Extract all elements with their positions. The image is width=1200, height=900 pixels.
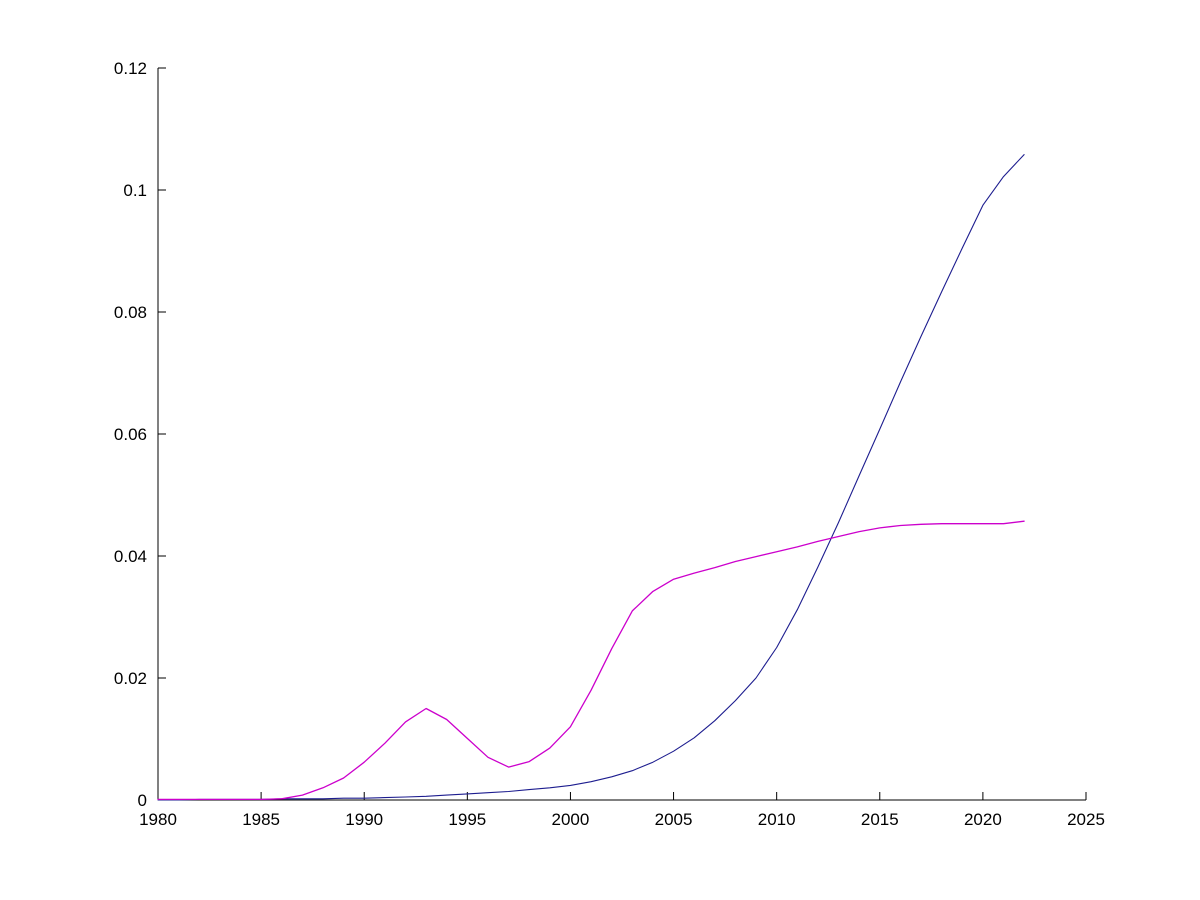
x-tick-label: 2025 [1067, 810, 1105, 829]
x-tick-label: 1995 [448, 810, 486, 829]
x-tick-label: 2015 [861, 810, 899, 829]
y-tick-label: 0.06 [114, 425, 147, 444]
y-tick-label: 0.02 [114, 669, 147, 688]
series-layer [157, 154, 1025, 801]
y-tick-label: 0.1 [123, 181, 147, 200]
x-tick-label: 1980 [139, 810, 177, 829]
x-tick-label: 1990 [345, 810, 383, 829]
x-tick-label: 2010 [758, 810, 796, 829]
y-tick-label: 0.08 [114, 303, 147, 322]
y-tick-label: 0.04 [114, 547, 147, 566]
y-tick-label: 0.12 [114, 59, 147, 78]
series-line-magenta-bump-plateau [157, 520, 1025, 801]
x-tick-label: 2005 [655, 810, 693, 829]
x-tick-label: 1985 [242, 810, 280, 829]
x-tick-label: 2000 [552, 810, 590, 829]
axes-layer [157, 67, 1087, 801]
tick-labels-layer: 1980 1985 1990 1995 2000 2005 2010 2015 2020 2025… [114, 59, 1105, 829]
series-line-dark-blue-s-curve [157, 154, 1025, 801]
x-tick-label: 2020 [964, 810, 1002, 829]
y-tick-label: 0 [138, 791, 147, 810]
